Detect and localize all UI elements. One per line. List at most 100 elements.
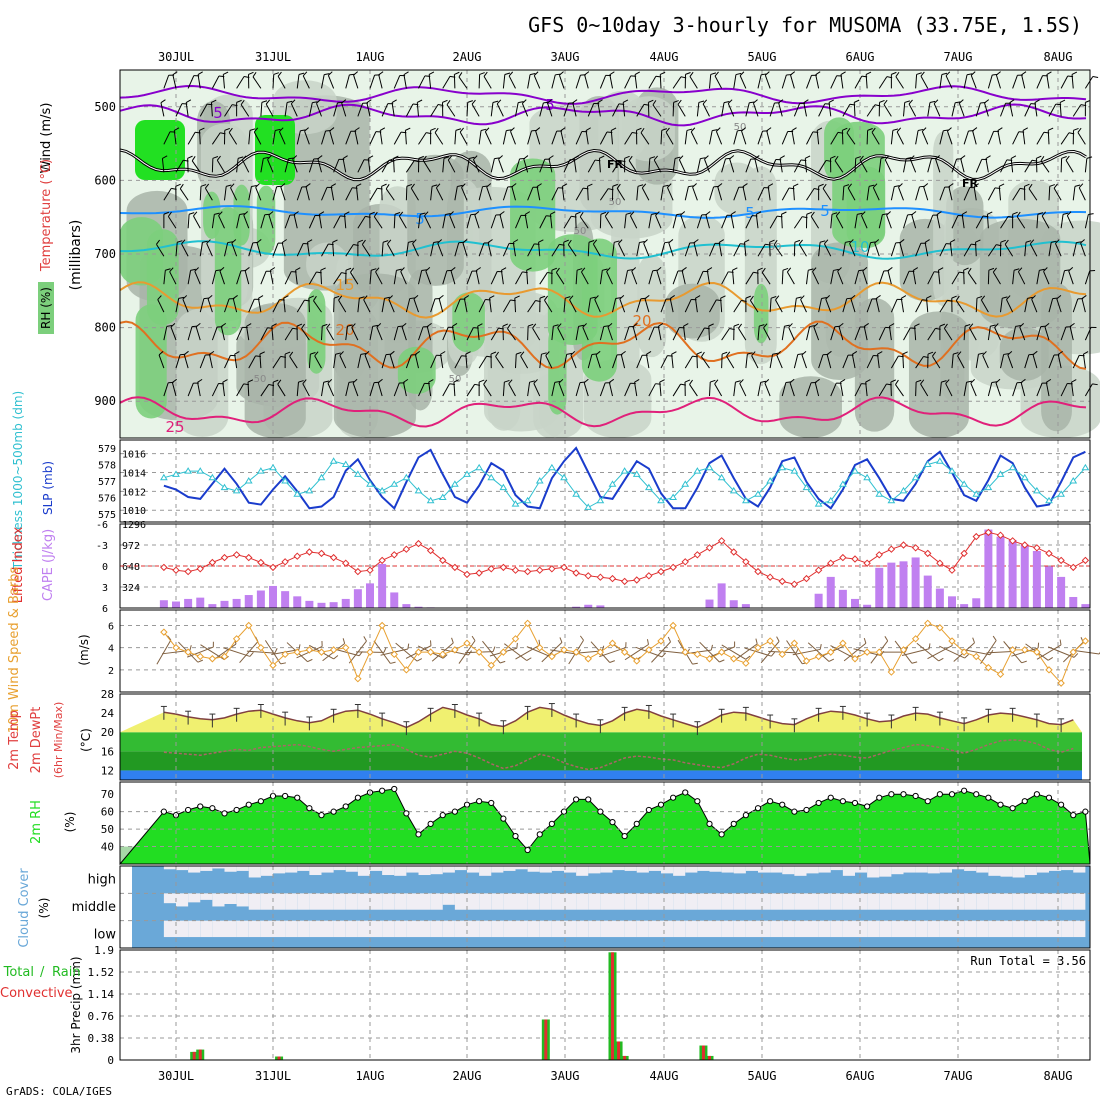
cloud-gap [321, 920, 334, 938]
wind-barb-staff [585, 130, 589, 145]
li-point [523, 567, 532, 576]
wind-barb-staff [757, 243, 766, 257]
wind-barb [357, 296, 365, 313]
wind-barb-flag [1004, 239, 1009, 245]
wind-barb-staff [357, 103, 364, 117]
cloud-gap [539, 893, 552, 910]
wind-barb [163, 211, 170, 229]
precip-conv-bar [708, 1055, 711, 1060]
wind-barb-flag [894, 185, 900, 188]
wind-barb-flag [1089, 270, 1096, 272]
wind-barb [830, 155, 836, 173]
wind-barb-flag [1059, 99, 1066, 103]
li-point [487, 565, 495, 573]
wind-barb [803, 99, 809, 117]
cloud-gap [685, 920, 698, 938]
wind-barb-staff [957, 355, 965, 369]
wind-barb [1012, 211, 1018, 229]
wind-barb [984, 99, 990, 117]
wind-barb [884, 155, 892, 173]
date-tick-bottom: 6AUG [846, 1069, 875, 1083]
wind-barb-flag [474, 211, 480, 216]
wind-barb-flag [387, 239, 392, 245]
wind10-point [790, 639, 799, 647]
wind-barb-staff [1046, 74, 1050, 89]
wind-barb-staff [806, 75, 812, 89]
wind-barb-flag [329, 127, 335, 132]
rh2m-point [924, 798, 931, 805]
wind-barb [572, 99, 578, 117]
cloud-gap [382, 893, 395, 910]
wind-barb-flag [1078, 183, 1084, 189]
wind-barb-staff [248, 355, 256, 369]
wind-barb [766, 127, 772, 145]
wind-barb-staff [995, 74, 1001, 89]
date-tick-bottom: 31JUL [255, 1069, 291, 1083]
wind-barb-flag [436, 183, 441, 189]
wind-barb-staff [548, 158, 553, 173]
wind-barb-flag [430, 127, 436, 131]
wind-barb [738, 323, 747, 341]
wind-barb-flag [347, 324, 353, 327]
precip-legend-total: Total [3, 965, 34, 980]
wind-barb-flag [890, 379, 897, 383]
cloud-gap [212, 893, 225, 907]
wind-barb-flag [375, 267, 380, 273]
wind10-barb-flag [625, 642, 627, 648]
wind-barb-flag [197, 378, 203, 383]
cloud-gap [382, 920, 395, 938]
wind-barb-flag [372, 324, 379, 327]
wind-barb-staff [246, 326, 250, 341]
wind-barb-flag [973, 183, 979, 187]
cloud-gap [406, 893, 419, 910]
thickness-point [1008, 463, 1017, 471]
wind-barb-flag [889, 323, 895, 327]
cloud-gap [333, 866, 346, 871]
wind-barb [581, 267, 589, 285]
wind-barb-flag [1009, 99, 1015, 104]
li-point [1008, 537, 1017, 545]
wind-barb-flag [690, 127, 696, 133]
wind-barb [302, 71, 310, 89]
wind-barb [804, 155, 811, 173]
wind-barb-staff [405, 354, 412, 369]
wind-barb-staff [854, 75, 863, 89]
cloud-gap [479, 920, 492, 938]
wind-barb-flag [259, 351, 265, 355]
wind-barb-staff [170, 326, 177, 341]
cape-bar [729, 600, 738, 608]
wind10-point [887, 668, 896, 676]
thickness-point [487, 473, 496, 481]
wind-barb-flag [1029, 239, 1035, 245]
wind-barb-flag [871, 127, 876, 133]
wind-barb [1024, 240, 1032, 257]
wind-barb [175, 183, 181, 201]
wind-barb [478, 185, 488, 201]
wind-barb-staff [636, 354, 643, 369]
wind-barb [823, 239, 832, 257]
cloud-gap [551, 893, 564, 910]
wind-barb [308, 101, 318, 117]
wind-barb [1081, 295, 1087, 313]
wind-barb-flag [603, 325, 610, 328]
wind-barb-flag [483, 379, 488, 385]
wind-barb-staff [1078, 187, 1086, 201]
wind-barb-staff [333, 354, 337, 369]
wind-barb-flag [896, 127, 902, 133]
rh2m-label: 2m RH [29, 800, 44, 844]
wind-barb [641, 183, 650, 201]
wind-barb [599, 211, 607, 229]
wind-barb [890, 71, 897, 89]
wind-barb-staff [1072, 242, 1077, 257]
wind-barb-flag [177, 240, 183, 243]
wind-barb-staff [739, 383, 747, 397]
wind-barb-staff [284, 214, 291, 229]
wind-barb-flag [182, 295, 188, 300]
li-point [378, 556, 386, 565]
wind-barb-staff [924, 242, 929, 257]
wind-barb [355, 183, 362, 201]
cloud-gap [1024, 893, 1037, 910]
wind-barb-staff [1077, 132, 1086, 145]
wind-barb-flag [484, 127, 490, 132]
wind-barb-staff [466, 214, 472, 229]
